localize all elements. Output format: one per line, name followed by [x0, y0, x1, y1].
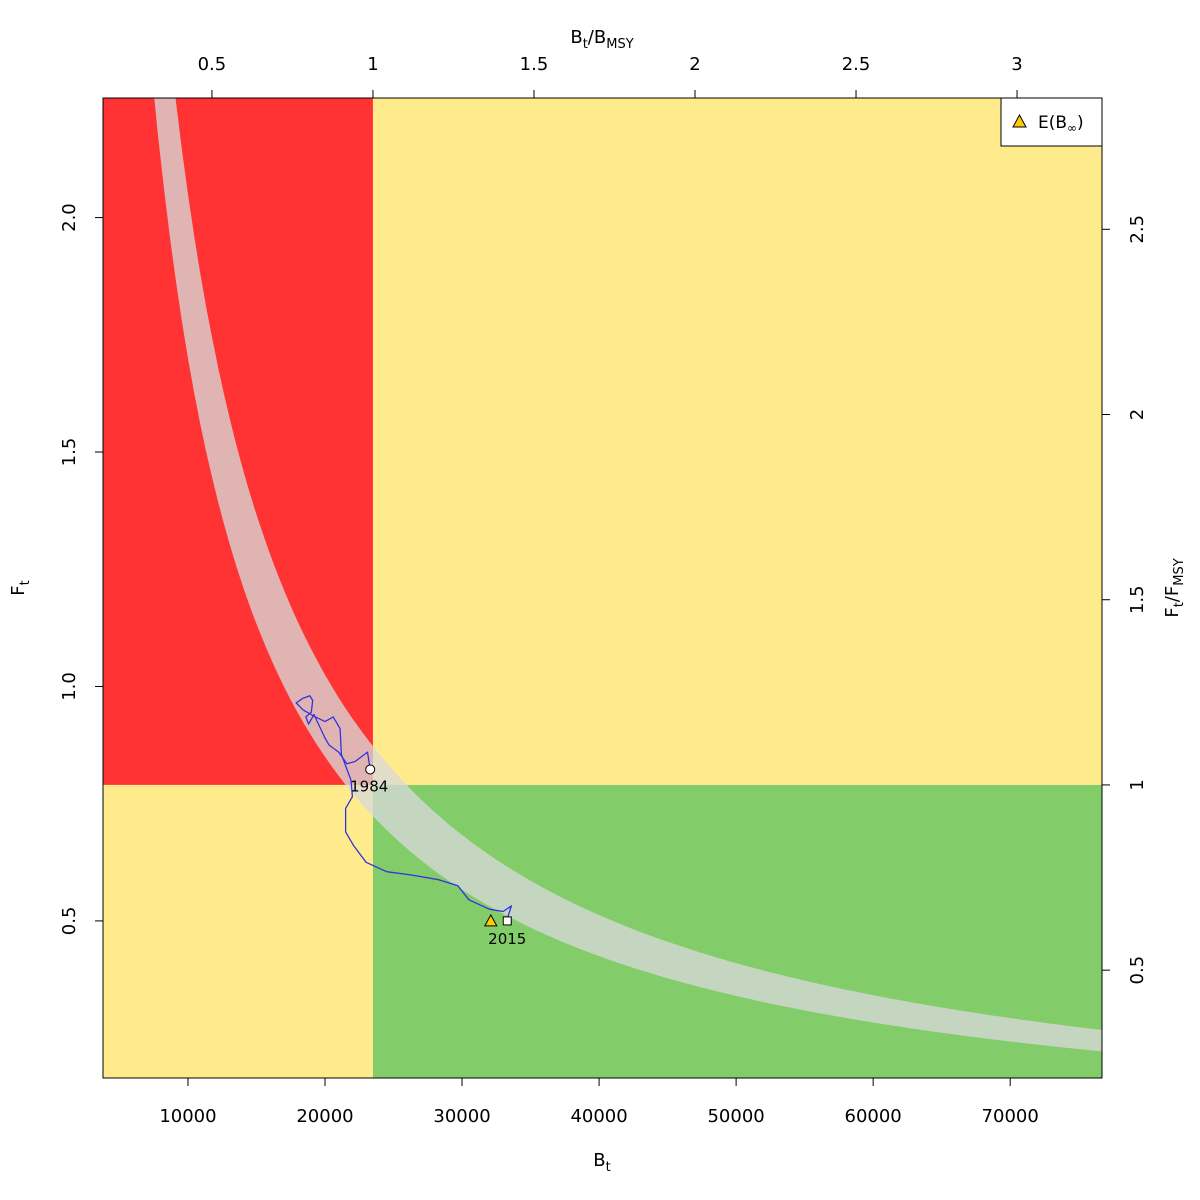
- y-tick-label: 1.0: [59, 672, 80, 701]
- x-axis-label: Bt: [593, 1150, 610, 1175]
- x-tick-label: 60000: [845, 1106, 902, 1127]
- right-axis-label: Ft/FMSY: [1162, 558, 1187, 617]
- start-point: [365, 764, 376, 775]
- right-tick-label: 2: [1127, 409, 1148, 420]
- stock-status-zones: [103, 98, 1102, 1078]
- markers: 1984 2015: [350, 764, 526, 948]
- trajectory-line: [295, 695, 513, 919]
- end-point: [502, 916, 512, 926]
- legend-label: E(B∞): [1038, 113, 1084, 135]
- y-tick-label: 1.5: [59, 438, 80, 467]
- x-tick-label: 30000: [433, 1106, 490, 1127]
- y-axis-right: 0.5 1 1.5 2 2.5: [1101, 215, 1148, 985]
- legend-triangle-icon: [1012, 113, 1027, 128]
- x-tick-label: 70000: [982, 1106, 1039, 1127]
- msy-band-area: [154, 98, 1102, 1052]
- zone-yellow-top: [372, 98, 1102, 785]
- right-tick-label: 1.5: [1127, 585, 1148, 614]
- top-tick-label: 1.5: [520, 54, 549, 75]
- y-tick-label: 0.5: [59, 907, 80, 936]
- top-tick-label: 3: [1011, 54, 1022, 75]
- trajectory: [295, 695, 513, 919]
- right-tick-label: 1: [1127, 779, 1148, 790]
- top-tick-label: 0.5: [198, 54, 227, 75]
- right-tick-label: 0.5: [1127, 956, 1148, 985]
- top-tick-label: 2: [689, 54, 700, 75]
- expected-biomass-marker: [483, 913, 498, 927]
- x-tick-label: 40000: [570, 1106, 627, 1127]
- x-axis-bottom: 10000 20000 30000 40000 50000 60000 70000: [159, 1077, 1039, 1127]
- y-axis-left: 0.5 1.0 1.5 2.0: [59, 203, 104, 936]
- x-tick-label: 10000: [159, 1106, 216, 1127]
- y-axis-label: Ft: [8, 580, 33, 595]
- top-tick-label: 1: [367, 54, 378, 75]
- y-tick-label: 2.0: [59, 203, 80, 232]
- x-tick-label: 20000: [296, 1106, 353, 1127]
- x-tick-label: 50000: [707, 1106, 764, 1127]
- top-tick-label: 2.5: [842, 54, 871, 75]
- top-axis-label: Bt/BMSY: [570, 27, 633, 52]
- zone-red: [103, 98, 373, 785]
- end-year-label: 2015: [488, 930, 526, 948]
- legend: E(B∞): [1000, 97, 1103, 147]
- right-tick-label: 2.5: [1127, 215, 1148, 244]
- zone-yellow-bottom: [103, 784, 373, 1078]
- msy-band: [154, 98, 1102, 1052]
- x-axis-top: 0.5 1 1.5 2 2.5 3: [198, 54, 1023, 99]
- start-year-label: 1984: [350, 777, 388, 795]
